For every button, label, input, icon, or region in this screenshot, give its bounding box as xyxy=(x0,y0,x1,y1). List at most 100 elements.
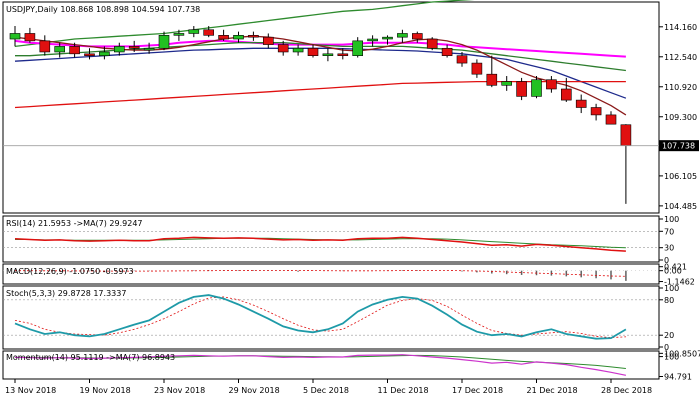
candle-bullish xyxy=(143,42,155,54)
rsi-levels xyxy=(3,230,659,249)
stoch-panel: Stoch(5,3,3) 29.8728 17.3337 100 80 20 0 xyxy=(2,284,679,352)
date-tick-label: 21 Dec 2018 xyxy=(527,386,578,395)
moving-average-line xyxy=(14,47,627,99)
candle-body xyxy=(158,35,170,49)
candle-bearish xyxy=(262,33,274,49)
axis-tick-label: 0 xyxy=(664,343,669,352)
candle-bullish xyxy=(99,46,110,60)
candle-body xyxy=(307,47,319,56)
candle-bearish xyxy=(441,44,453,58)
candle-bullish xyxy=(292,44,304,56)
price-tick-label: 104.485 xyxy=(664,202,697,211)
candle-body xyxy=(248,35,259,38)
date-tick-label: 19 Nov 2018 xyxy=(80,386,131,395)
stoch-k-line xyxy=(14,294,627,340)
stoch-levels xyxy=(3,299,659,336)
candle-bullish xyxy=(397,29,408,43)
axis-tick-label: 100 xyxy=(664,215,679,224)
candle-bullish xyxy=(9,26,21,47)
candle-body xyxy=(546,79,557,90)
date-tick-label: 23 Nov 2018 xyxy=(154,386,205,395)
candle-body xyxy=(277,44,289,53)
candle-body xyxy=(471,62,483,75)
momentum-panel: Momentum(14) 95.1119 ->MA(7) 96.8943 100… xyxy=(2,349,700,382)
candle-bearish xyxy=(516,77,527,101)
date-tick-label: 5 Dec 2018 xyxy=(303,386,349,395)
price-tick-label: 110.920 xyxy=(664,83,697,92)
candle-bullish xyxy=(158,31,170,51)
candle-bearish xyxy=(575,94,587,114)
price-tick-label: 112.540 xyxy=(664,53,697,62)
candle-body xyxy=(411,33,423,40)
rsi-panel: RSI(14) 21.5953 ->MA(7) 29.9247 100 70 30 0 xyxy=(2,215,679,265)
candle-body xyxy=(292,47,304,53)
candle-body xyxy=(69,46,80,55)
date-tick-label: 29 Nov 2018 xyxy=(229,386,280,395)
candle-body xyxy=(501,81,513,86)
candle-bearish xyxy=(456,51,468,67)
axis-tick-label: 100 xyxy=(664,284,679,293)
stoch-axis: 100 80 20 0 xyxy=(659,284,679,352)
candle-bullish xyxy=(322,48,334,62)
candle-bullish xyxy=(114,42,125,56)
stoch-panel-frame xyxy=(2,285,660,350)
candle-body xyxy=(456,55,468,64)
axis-tick-label: 100.8507 xyxy=(664,349,700,358)
candle-body xyxy=(128,46,140,49)
momentum-line xyxy=(14,354,627,376)
candle-bearish xyxy=(203,26,214,38)
candle-body xyxy=(262,36,274,45)
price-panel-frame xyxy=(2,1,660,214)
candle-bearish xyxy=(128,40,140,52)
candle-body xyxy=(441,47,453,56)
candle-body xyxy=(575,99,587,108)
candle-body xyxy=(516,81,527,97)
candle-bullish xyxy=(54,42,66,58)
candle-body xyxy=(54,46,66,53)
candlesticks xyxy=(9,26,632,204)
candle-body xyxy=(218,35,229,40)
candle-bearish xyxy=(69,42,80,58)
candle-body xyxy=(233,35,244,40)
price-panel: USDJPY,Daily 108.868 108.898 104.594 107… xyxy=(2,0,699,214)
price-tick-label: 114.160 xyxy=(664,23,697,32)
price-tick-label: 109.300 xyxy=(664,113,697,122)
axis-tick-label: 30 xyxy=(664,244,674,253)
date-tick-label: 11 Dec 2018 xyxy=(378,386,429,395)
macd-label: MACD(12,26,9) -1.0750 -0.5973 xyxy=(6,267,134,276)
candle-bearish xyxy=(39,35,51,56)
candle-body xyxy=(367,38,378,42)
candle-body xyxy=(39,40,51,53)
candle-body xyxy=(9,33,21,40)
axis-tick-label: 80 xyxy=(664,296,674,305)
candle-bearish xyxy=(546,76,557,93)
price-tick-label: 106.105 xyxy=(664,172,697,181)
candle-bearish xyxy=(426,37,438,51)
last-price-label: 107.738 xyxy=(662,142,695,151)
candle-bullish xyxy=(233,31,244,43)
candle-bearish xyxy=(471,59,483,78)
candle-body xyxy=(322,53,334,56)
candle-bearish xyxy=(337,48,349,60)
macd-panel-frame xyxy=(2,263,660,285)
axis-tick-label: 20 xyxy=(664,331,674,340)
candle-body xyxy=(24,33,36,42)
last-price-box xyxy=(659,140,699,152)
candle-bearish xyxy=(486,55,498,88)
candle-bearish xyxy=(560,77,572,102)
momentum-label: Momentum(14) 95.1119 ->MA(7) 96.8943 xyxy=(6,353,175,362)
axis-tick-label: 0 xyxy=(664,256,669,265)
candle-body xyxy=(188,29,200,34)
candle-bearish xyxy=(307,44,319,58)
date-tick-label: 28 Dec 2018 xyxy=(601,386,652,395)
candle-body xyxy=(203,29,214,36)
date-tick-label: 17 Dec 2018 xyxy=(452,386,503,395)
candle-body xyxy=(143,47,155,51)
candle-bullish xyxy=(188,26,200,38)
candle-body xyxy=(397,33,408,38)
candle-body xyxy=(590,107,602,116)
candle-bearish xyxy=(590,103,602,121)
